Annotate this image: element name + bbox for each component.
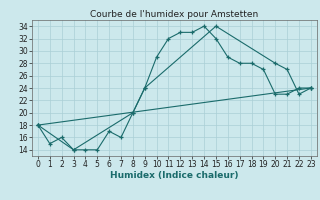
Title: Courbe de l'humidex pour Amstetten: Courbe de l'humidex pour Amstetten <box>90 10 259 19</box>
X-axis label: Humidex (Indice chaleur): Humidex (Indice chaleur) <box>110 171 239 180</box>
